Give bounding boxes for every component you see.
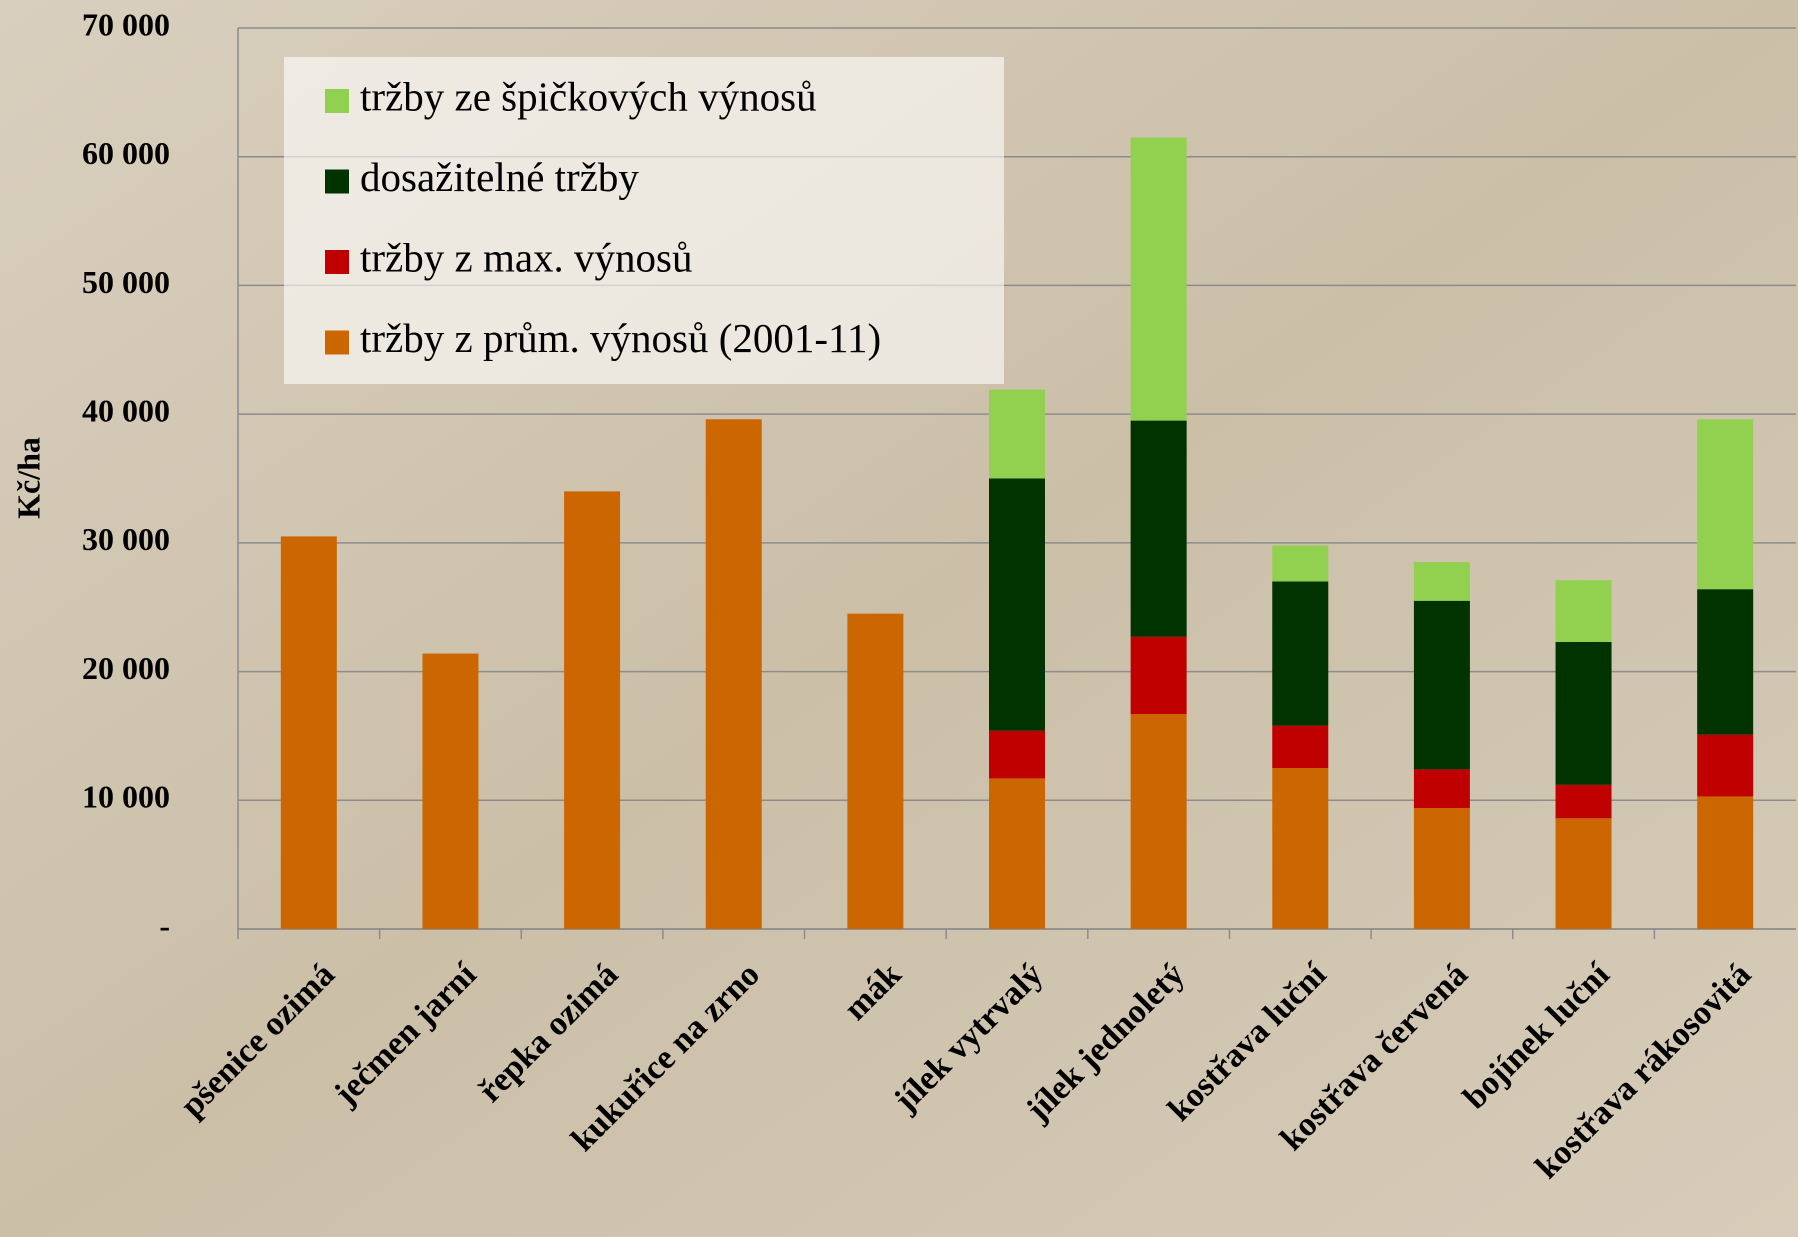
- bar-segment: [1272, 581, 1329, 726]
- legend-box: [284, 57, 1004, 384]
- legend-label: dosažitelné tržby: [360, 154, 639, 200]
- legend-label: tržby ze špičkových výnosů: [360, 73, 817, 119]
- bar-segment: [847, 613, 904, 929]
- bar-segment: [989, 778, 1045, 929]
- y-tick-label: 50 000: [82, 264, 170, 300]
- bar-segment: [1130, 636, 1187, 715]
- bar-segment: [1413, 600, 1470, 770]
- legend-swatch: [325, 250, 349, 274]
- legend-label: tržby z max. výnosů: [360, 234, 692, 280]
- bar-segment: [280, 536, 337, 929]
- bar-segment: [1130, 420, 1187, 637]
- bar-segment: [564, 491, 621, 929]
- y-tick-label: 30 000: [82, 521, 170, 557]
- bar-segment: [1272, 545, 1329, 582]
- bar-segment: [1413, 562, 1470, 601]
- y-tick-label: 70 000: [82, 6, 170, 42]
- bar-segment: [1697, 796, 1754, 929]
- legend-label: tržby z prům. výnosů (2001-11): [360, 315, 881, 361]
- bar-segment: [1697, 589, 1754, 735]
- bar-segment: [989, 730, 1045, 779]
- bar-segment: [1555, 641, 1612, 785]
- bar-segment: [1130, 137, 1187, 421]
- bar-segment: [1555, 580, 1612, 642]
- legend-swatch: [325, 330, 349, 355]
- bar-segment: [1555, 818, 1612, 929]
- bar-segment: [1130, 714, 1187, 929]
- bar-segment: [989, 389, 1045, 479]
- legend-swatch: [325, 89, 349, 113]
- y-tick-label: 10 000: [82, 779, 170, 815]
- bar-segment: [422, 653, 479, 929]
- bar-segment: [1413, 769, 1470, 809]
- y-axis-label: Kč/ha: [10, 437, 46, 519]
- bar-segment: [1413, 808, 1470, 929]
- bar-segment: [1697, 419, 1754, 590]
- bar-segment: [989, 478, 1045, 731]
- bar-segment: [1555, 784, 1612, 819]
- y-tick-label: 40 000: [82, 392, 170, 428]
- bar-segment: [1272, 725, 1329, 769]
- bar-segment: [705, 419, 762, 929]
- legend-swatch: [325, 169, 349, 194]
- y-tick-label: 20 000: [82, 650, 170, 686]
- bar-segment: [1697, 734, 1754, 797]
- y-tick-label: 60 000: [82, 135, 170, 171]
- bar-segment: [1272, 768, 1329, 929]
- y-tick-label: -: [159, 907, 170, 943]
